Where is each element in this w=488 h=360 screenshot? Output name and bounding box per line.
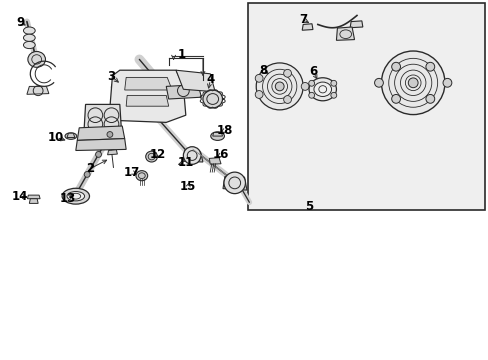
Circle shape	[407, 78, 417, 88]
Polygon shape	[76, 139, 126, 150]
Circle shape	[308, 93, 314, 98]
Circle shape	[283, 96, 291, 103]
Polygon shape	[223, 176, 246, 190]
Ellipse shape	[107, 132, 113, 138]
Text: 8: 8	[259, 64, 266, 77]
Circle shape	[330, 93, 336, 98]
Circle shape	[425, 62, 434, 71]
Text: 7: 7	[299, 13, 306, 26]
Circle shape	[183, 147, 201, 164]
Ellipse shape	[308, 78, 336, 101]
Polygon shape	[336, 27, 354, 40]
Text: 16: 16	[212, 148, 229, 161]
Bar	[248, 3, 484, 210]
Polygon shape	[112, 83, 132, 93]
Text: 17: 17	[123, 166, 140, 179]
Text: 4: 4	[206, 73, 214, 86]
Polygon shape	[124, 77, 172, 90]
Ellipse shape	[96, 152, 102, 157]
Text: 1: 1	[178, 48, 185, 60]
Text: 15: 15	[180, 180, 196, 193]
Text: 3: 3	[107, 70, 115, 83]
Circle shape	[275, 82, 284, 91]
Polygon shape	[126, 95, 168, 106]
Ellipse shape	[84, 172, 90, 177]
Polygon shape	[209, 158, 221, 164]
Polygon shape	[176, 70, 215, 92]
Circle shape	[301, 82, 308, 90]
Text: 5: 5	[305, 201, 312, 213]
Polygon shape	[166, 85, 201, 99]
Polygon shape	[27, 86, 49, 94]
Polygon shape	[27, 195, 40, 199]
Ellipse shape	[65, 133, 77, 139]
Ellipse shape	[23, 41, 35, 49]
Circle shape	[442, 78, 451, 87]
Text: 11: 11	[177, 156, 194, 168]
Ellipse shape	[28, 51, 45, 67]
Text: 12: 12	[149, 148, 165, 161]
Text: 9: 9	[17, 16, 24, 29]
Polygon shape	[107, 150, 117, 155]
Circle shape	[224, 172, 245, 194]
Text: 18: 18	[216, 124, 233, 137]
Circle shape	[308, 80, 314, 86]
Circle shape	[425, 94, 434, 103]
Ellipse shape	[62, 188, 89, 204]
Polygon shape	[84, 104, 121, 130]
Text: 2: 2	[86, 162, 94, 175]
Ellipse shape	[23, 34, 35, 41]
Circle shape	[374, 78, 383, 87]
Text: 6: 6	[308, 65, 316, 78]
Polygon shape	[110, 70, 185, 122]
Polygon shape	[29, 199, 38, 203]
Circle shape	[391, 62, 400, 71]
Circle shape	[391, 94, 400, 103]
Ellipse shape	[111, 79, 133, 95]
Ellipse shape	[210, 132, 224, 140]
Polygon shape	[77, 126, 124, 140]
Polygon shape	[302, 24, 312, 30]
Circle shape	[330, 80, 336, 86]
Text: 13: 13	[59, 192, 76, 204]
Polygon shape	[183, 150, 203, 162]
Circle shape	[283, 69, 291, 77]
Ellipse shape	[313, 82, 331, 96]
Text: 14: 14	[11, 190, 28, 203]
Ellipse shape	[23, 27, 35, 34]
Ellipse shape	[136, 171, 147, 181]
Circle shape	[255, 75, 263, 82]
Ellipse shape	[67, 192, 84, 201]
Polygon shape	[67, 133, 75, 138]
Text: 10: 10	[48, 131, 64, 144]
Ellipse shape	[203, 90, 222, 108]
Polygon shape	[349, 21, 362, 28]
Circle shape	[255, 91, 263, 98]
Circle shape	[256, 63, 303, 110]
Polygon shape	[212, 132, 222, 136]
Ellipse shape	[145, 151, 157, 162]
Circle shape	[381, 51, 444, 114]
